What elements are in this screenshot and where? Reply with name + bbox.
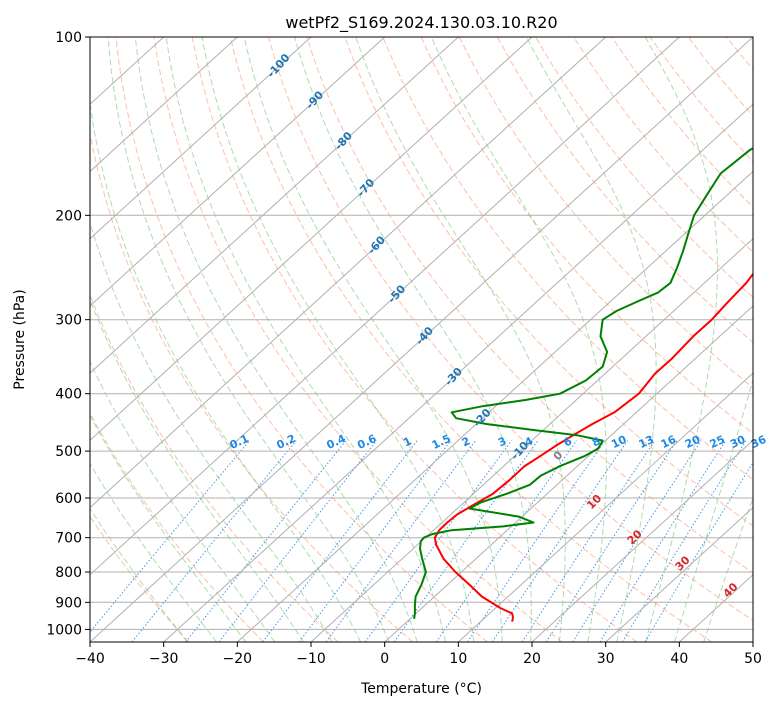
mixing-ratio-label: 13	[637, 433, 656, 451]
dry-adiabat-line	[191, 37, 638, 642]
dry-adiabat-line	[153, 37, 563, 642]
mixing-ratio-line	[521, 440, 656, 642]
x-tick-label: −30	[149, 651, 179, 667]
plot-frame	[89, 36, 754, 643]
moist-adiabat-line	[90, 298, 304, 642]
dry-adiabat-line	[115, 37, 488, 642]
x-tick-label: 0	[380, 651, 389, 667]
y-tick-label: 500	[55, 444, 82, 460]
dry-adiabat-line	[535, 37, 753, 298]
moist-adiabat-line	[243, 37, 503, 642]
dry-adiabat-line	[496, 37, 753, 344]
y-tick-label: 200	[55, 208, 82, 224]
y-tick-label: 300	[55, 313, 82, 329]
moist-adiabat-line	[90, 220, 333, 642]
dry-adiabat-line	[90, 293, 339, 642]
mixing-ratio-label: 10	[609, 433, 629, 451]
isotherm-line	[605, 506, 753, 642]
isotherm-line	[90, 37, 533, 442]
isotherm-line	[163, 103, 753, 642]
y-tick-label: 1000	[46, 622, 82, 638]
moist-adiabat-line	[90, 414, 247, 642]
mixing-ratio-line	[435, 440, 578, 642]
mixing-ratio-label: 25	[708, 433, 727, 451]
moist-adiabat-line	[90, 360, 276, 642]
x-tick-label: 20	[523, 651, 541, 667]
x-tick-label: 40	[670, 651, 688, 667]
series-layer	[413, 147, 753, 622]
x-tick-label: 10	[449, 651, 467, 667]
temperature-profile-line	[433, 272, 753, 622]
moist-adiabat-line	[165, 37, 447, 642]
mixing-ratio-line	[621, 440, 747, 642]
isotherm-line	[531, 439, 753, 642]
y-tick-label: 900	[55, 595, 82, 611]
mixing-ratio-line	[393, 440, 539, 642]
mixing-ratio-line	[262, 440, 418, 642]
dry-adiabat-line	[458, 37, 753, 389]
mixing-ratio-line	[90, 440, 250, 633]
isotherm-line	[90, 37, 459, 374]
moist-adiabat-line	[525, 37, 657, 642]
isotherm-line	[90, 37, 386, 307]
x-axis-title: Temperature (°C)	[360, 681, 482, 697]
y-axis-title: Pressure (hPa)	[12, 289, 28, 389]
dewpoint-profile-line	[413, 147, 753, 620]
mixing-ratio-line	[325, 440, 476, 642]
mixing-ratio-line	[491, 440, 629, 642]
mixing-ratio-line	[572, 440, 702, 642]
mixing-ratio-line	[467, 440, 606, 642]
dry-adiabat-line	[90, 412, 264, 642]
moist-adiabat-line	[355, 37, 566, 642]
axes: −40 −30 −20 −10 0 10 20 30 40 50 100 200 300 400 500 60…	[46, 30, 762, 667]
mixing-ratio-label: 20	[683, 433, 703, 451]
reference-lines	[90, 37, 753, 642]
dry-adiabat-line	[268, 37, 753, 622]
x-tick-label: −40	[75, 651, 105, 667]
mixing-ratio-label: 36	[749, 433, 769, 451]
isotherm-line	[236, 170, 753, 642]
x-tick-label: −20	[223, 651, 253, 667]
isotherm-line	[457, 372, 753, 642]
grid-lines	[90, 37, 753, 642]
x-tick-label: 30	[597, 651, 615, 667]
mixing-ratio-line	[218, 440, 378, 642]
isotherm-line	[90, 37, 680, 576]
isotherm-line	[384, 305, 753, 642]
mixing-ratio-line	[298, 440, 452, 642]
dry-adiabat-line	[306, 37, 753, 574]
isotherm-line	[90, 37, 312, 240]
mixing-ratio-line	[131, 440, 297, 642]
y-tick-label: 600	[55, 491, 82, 507]
mixing-ratio-line	[644, 461, 753, 642]
mixing-ratio-line	[599, 440, 727, 642]
dry-adiabat-line	[90, 515, 190, 642]
mixing-ratio-line	[545, 440, 678, 642]
x-tick-label: 50	[744, 651, 762, 667]
y-tick-label: 700	[55, 531, 82, 547]
moist-adiabat-line	[107, 37, 390, 642]
moist-adiabat-line	[134, 37, 418, 642]
y-tick-label: 400	[55, 387, 82, 403]
chart-title: wetPf2_S169.2024.130.03.10.R20	[285, 13, 557, 33]
moist-adiabat-line	[430, 37, 607, 642]
mixing-ratio-label: 16	[659, 433, 679, 451]
moist-adiabat-line	[90, 462, 217, 642]
x-tick-label: −10	[296, 651, 326, 667]
y-tick-label: 800	[55, 565, 82, 581]
y-tick-label: 100	[55, 30, 82, 46]
isotherm-line	[90, 37, 607, 509]
isotherm-line	[90, 37, 753, 642]
isotherm-line	[90, 37, 238, 173]
mixing-ratio-label: 30	[728, 433, 748, 451]
moist-adiabat-line	[201, 37, 475, 642]
